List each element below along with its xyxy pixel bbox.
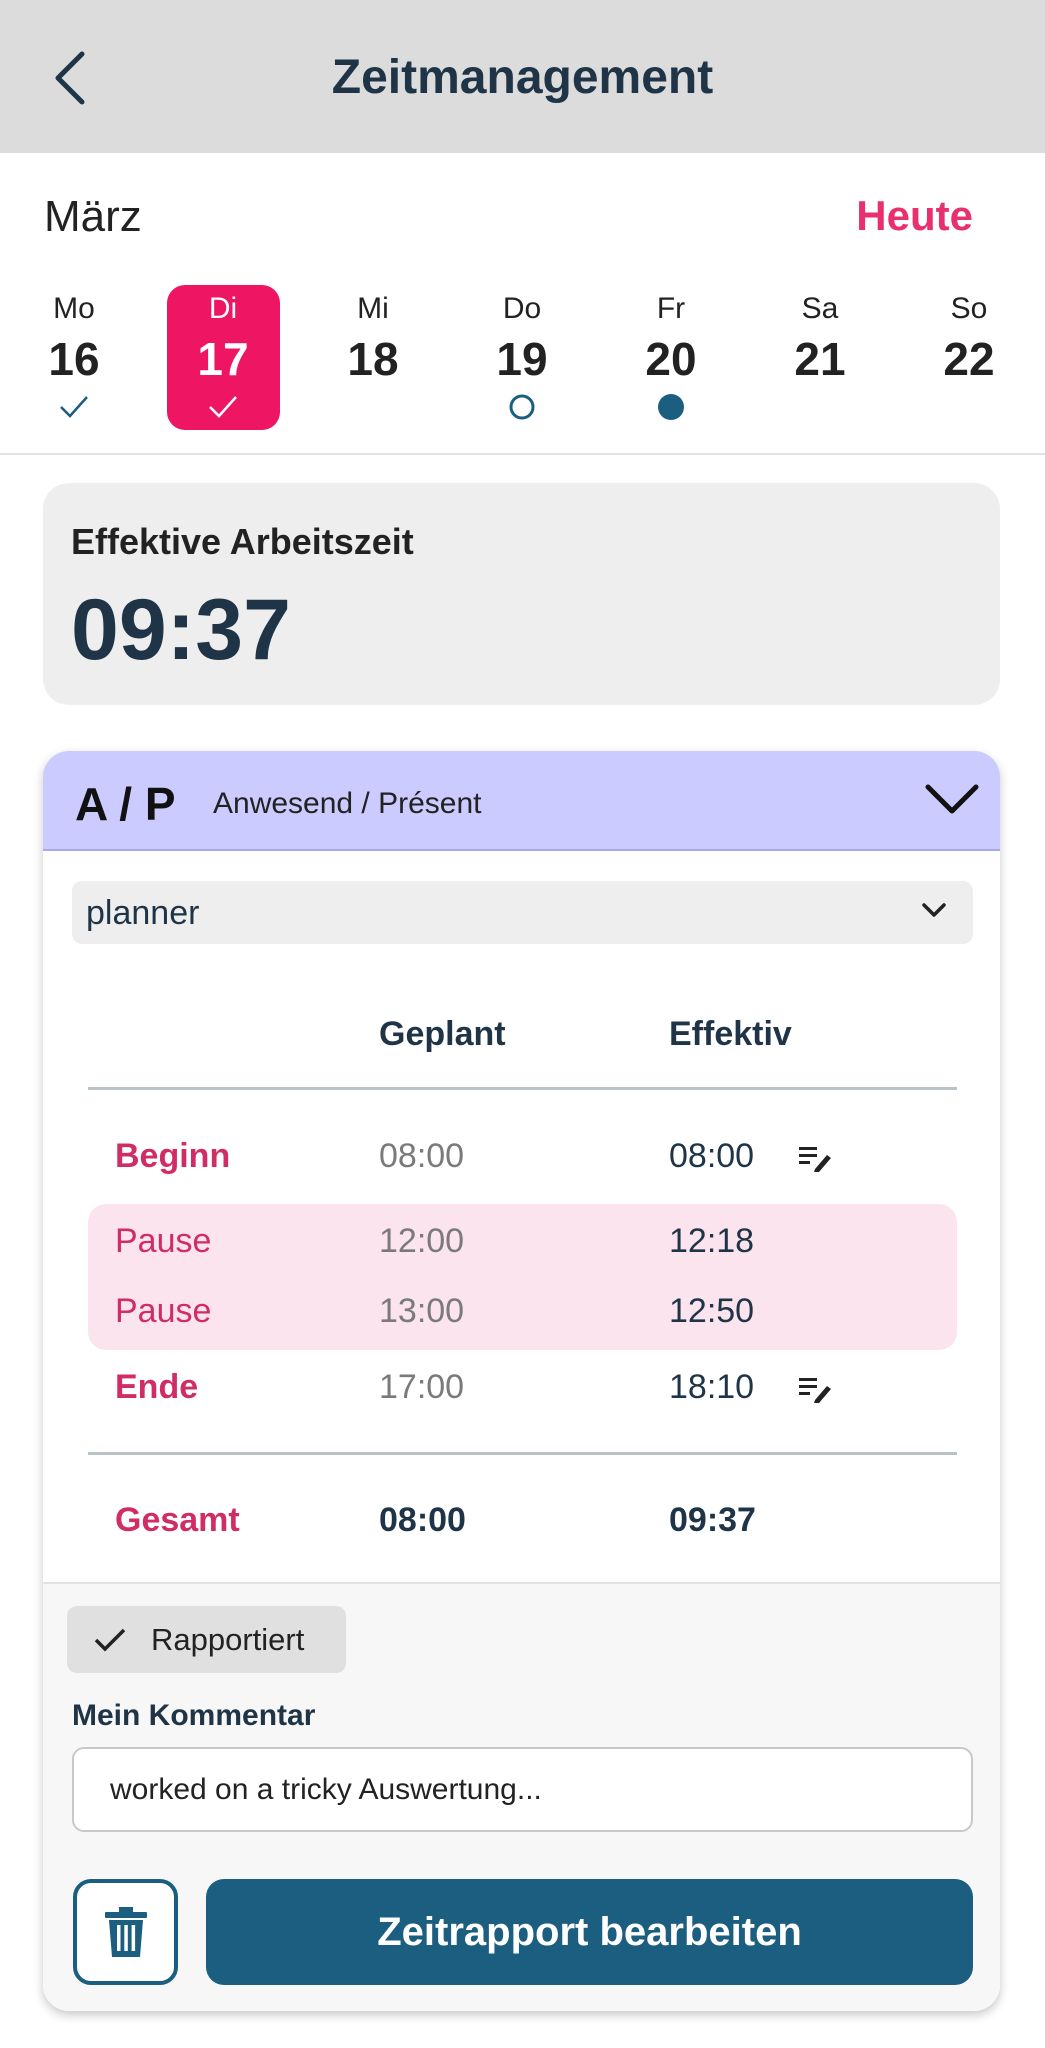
circle-filled-icon	[658, 394, 684, 420]
day-marker	[909, 392, 1029, 422]
day-name: Di	[208, 292, 238, 325]
day-name: Mi	[357, 292, 389, 325]
edit-time-report-button[interactable]: Zeitrapport bearbeiten	[206, 1879, 973, 1985]
day-marker	[313, 392, 433, 422]
row-effective: 12:50	[669, 1292, 755, 1330]
check-icon	[94, 1628, 126, 1652]
comment-input[interactable]	[72, 1747, 973, 1832]
divider	[88, 1087, 957, 1090]
comment-label: Mein Kommentar	[72, 1699, 316, 1732]
day-name: Sa	[801, 292, 839, 325]
day-date: 21	[794, 333, 846, 385]
planner-select-value: planner	[86, 894, 200, 932]
pause-highlight	[88, 1204, 957, 1350]
absence-code: A / P	[75, 778, 176, 830]
edit-note-icon[interactable]	[797, 1143, 833, 1173]
circle-outline-icon	[509, 394, 535, 420]
row-planned: 12:00	[379, 1222, 465, 1260]
status-chip-reported[interactable]: Rapportiert	[67, 1606, 346, 1673]
day-date: 22	[943, 333, 995, 385]
total-planned: 08:00	[379, 1501, 466, 1539]
divider	[0, 453, 1045, 455]
day-date: 16	[48, 333, 100, 385]
row-label: Pause	[115, 1292, 212, 1330]
row-label: Beginn	[115, 1137, 231, 1175]
row-effective: 08:00	[669, 1137, 755, 1175]
day-marker	[760, 392, 880, 422]
day-do[interactable]: Do 19	[462, 290, 582, 430]
day-date: 17	[197, 333, 249, 385]
row-planned: 13:00	[379, 1292, 465, 1330]
day-name: Do	[502, 292, 542, 325]
page-title: Zeitmanagement	[331, 51, 714, 104]
divider	[88, 1452, 957, 1455]
day-date: 18	[347, 333, 399, 385]
effective-worktime-label: Effektive Arbeitszeit	[71, 521, 414, 562]
day-mi[interactable]: Mi 18	[313, 290, 433, 430]
status-chip-label: Rapportiert	[151, 1622, 305, 1657]
selected-day-highlight	[167, 285, 280, 430]
day-marker	[611, 392, 731, 422]
effective-worktime-value: 09:37	[71, 582, 291, 678]
planner-select[interactable]: planner	[72, 881, 973, 944]
trash-icon	[105, 1907, 147, 1957]
row-label: Ende	[115, 1368, 199, 1406]
day-marker	[14, 392, 134, 422]
today-button[interactable]: Heute	[856, 192, 973, 239]
row-label: Pause	[115, 1222, 212, 1260]
total-label: Gesamt	[115, 1501, 240, 1539]
day-mo[interactable]: Mo 16	[14, 290, 134, 430]
row-effective: 12:18	[669, 1222, 755, 1260]
day-fr[interactable]: Fr 20	[611, 290, 731, 430]
absence-label: Anwesend / Présent	[213, 787, 482, 820]
edit-note-icon[interactable]	[797, 1374, 833, 1404]
row-planned: 17:00	[379, 1368, 465, 1406]
day-sa[interactable]: Sa 21	[760, 290, 880, 430]
absence-card: A / P Anwesend / Présent planner Geplant…	[43, 751, 1000, 2011]
day-marker	[462, 392, 582, 422]
day-name: Mo	[53, 292, 95, 325]
day-di[interactable]: Di 17	[163, 290, 283, 430]
card-footer: Rapportiert Mein Kommentar Zeitrapport b…	[43, 1582, 1000, 2011]
day-so[interactable]: So 22	[909, 290, 1029, 430]
check-icon	[209, 396, 237, 418]
chevron-down-icon	[922, 903, 946, 917]
column-header-effective: Effektiv	[669, 1015, 792, 1053]
check-icon	[60, 396, 88, 418]
column-header-planned: Geplant	[379, 1015, 506, 1053]
delete-button[interactable]	[73, 1879, 178, 1985]
day-name: Fr	[656, 292, 686, 325]
back-chevron-icon[interactable]	[48, 48, 98, 108]
day-marker	[163, 392, 283, 422]
chevron-down-icon[interactable]	[924, 779, 980, 819]
effective-worktime-card: Effektive Arbeitszeit 09:37	[43, 483, 1000, 705]
row-effective: 18:10	[669, 1368, 755, 1406]
day-name: So	[950, 292, 988, 325]
total-effective: 09:37	[669, 1501, 756, 1539]
app-header: Zeitmanagement	[0, 0, 1045, 153]
absence-card-header[interactable]: A / P Anwesend / Présent	[43, 751, 1000, 851]
day-date: 20	[645, 333, 697, 385]
month-label: März	[44, 192, 142, 241]
day-date: 19	[496, 333, 548, 385]
row-planned: 08:00	[379, 1137, 465, 1175]
